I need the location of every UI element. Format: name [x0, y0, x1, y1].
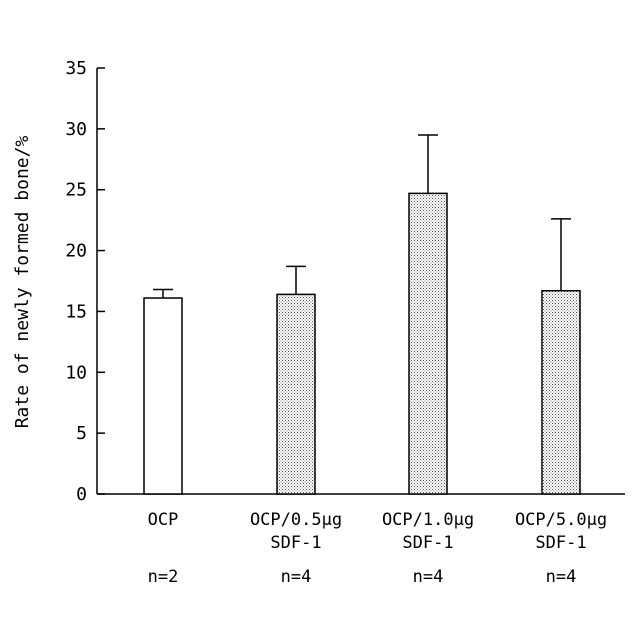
bar: [277, 294, 315, 494]
labels: OCP n=2 OCP/0.5μg SDF-1 n=4 OCP/1.0μg SDF-1 n=4…: [148, 510, 607, 587]
y-tick-label: 0: [76, 484, 87, 505]
category-label: OCP/1.0μg: [382, 510, 474, 530]
y-tick-label: 15: [65, 301, 87, 322]
category-label-line2: SDF-1: [535, 533, 586, 553]
category-label: OCP: [148, 510, 179, 530]
category-label-line2: SDF-1: [270, 533, 321, 553]
bars: [144, 135, 580, 494]
y-tick-label: 35: [65, 58, 87, 79]
bar: [409, 193, 447, 494]
sample-size-label: n=2: [148, 567, 179, 587]
category-label-line2: SDF-1: [402, 533, 453, 553]
y-tick-label: 20: [65, 241, 87, 262]
y-axis-title: Rate of newly formed bone/%: [12, 136, 33, 429]
category-label: OCP/0.5μg: [250, 510, 342, 530]
y-tick-label: 30: [65, 119, 87, 140]
y-tick-label: 10: [65, 362, 87, 383]
sample-size-label: n=4: [281, 567, 312, 587]
y-tick-label: 5: [76, 423, 87, 444]
sample-size-label: n=4: [413, 567, 444, 587]
y-tick-label: 25: [65, 180, 87, 201]
sample-size-label: n=4: [546, 567, 577, 587]
bar: [542, 291, 580, 494]
category-label: OCP/5.0μg: [515, 510, 607, 530]
bar: [144, 298, 182, 494]
